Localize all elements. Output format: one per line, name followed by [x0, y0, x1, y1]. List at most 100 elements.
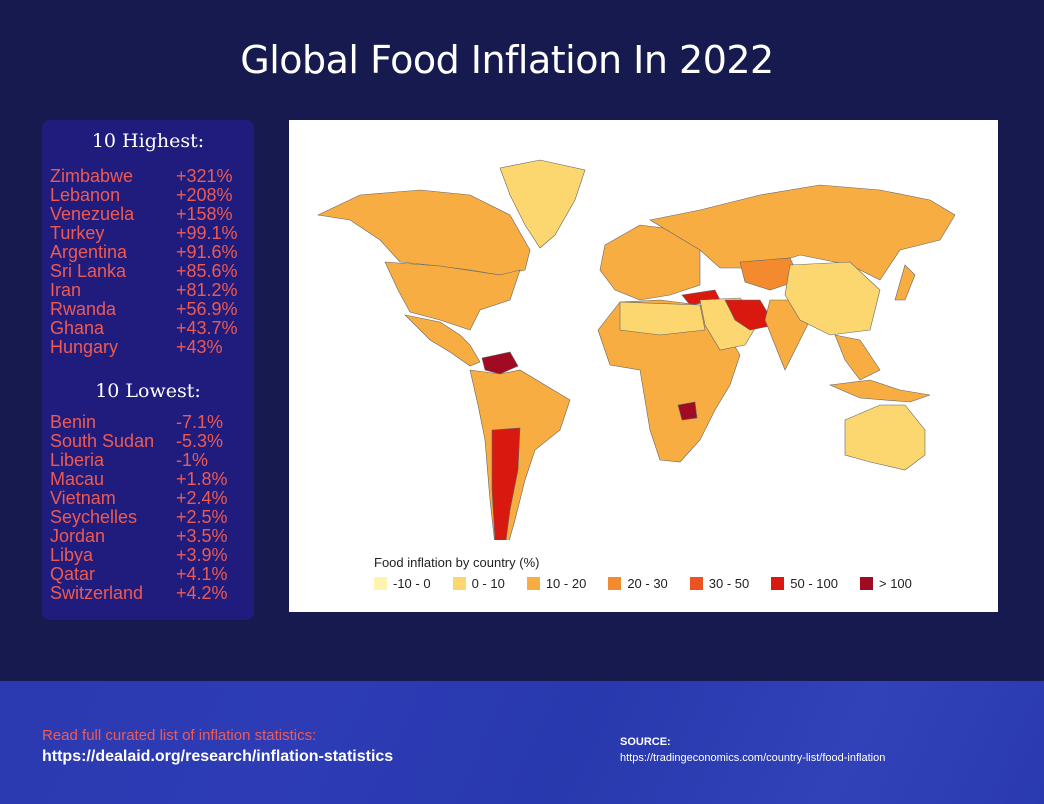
country-name: Macau	[50, 469, 105, 489]
world-map	[316, 159, 956, 540]
country-name: Vietnam	[50, 488, 116, 508]
inflation-value: +43.7%	[176, 318, 238, 338]
inflation-value: +85.6%	[176, 261, 238, 281]
legend-item: 20 - 30	[608, 576, 668, 591]
cta-link[interactable]: https://dealaid.org/research/inflation-s…	[42, 748, 394, 765]
legend-swatch	[374, 577, 387, 590]
country-name: Zimbabwe	[50, 166, 134, 186]
country-name: Qatar	[50, 564, 96, 584]
ranking-row: Sri Lanka +85.6%	[50, 262, 250, 281]
inflation-value: +208%	[176, 185, 233, 205]
world-map-chart: Food inflation by country (%) -10 - 0 0 -…	[289, 120, 998, 612]
country-name: Argentina	[50, 242, 128, 262]
inflation-value: +81.2%	[176, 280, 238, 300]
country-name: Ghana	[50, 318, 105, 338]
ranking-row: Ghana +43.7%	[50, 319, 250, 338]
source-link[interactable]: https://tradingeconomics.com/country-lis…	[620, 752, 886, 764]
country-region-usa	[384, 261, 521, 331]
ranking-row: Hungary +43%	[50, 338, 250, 357]
inflation-value: +43%	[176, 337, 223, 357]
legend-swatch	[771, 577, 785, 590]
legend-swatch	[452, 577, 466, 590]
ranking-row: Seychelles +2.5%	[50, 508, 250, 527]
country-region-zimbabwe	[677, 401, 698, 421]
country-name: Jordan	[50, 526, 106, 546]
legend-item: 30 - 50	[689, 576, 750, 591]
country-name: Benin	[50, 412, 97, 432]
inflation-value: +3.5%	[176, 526, 228, 546]
country-name: Libya	[50, 545, 94, 565]
legend-item: -10 - 0	[374, 576, 431, 591]
legend-swatch	[689, 577, 703, 590]
ranking-row: South Sudan -5.3%	[50, 432, 250, 451]
ranking-row: Switzerland +4.2%	[50, 584, 250, 603]
ranking-row: Jordan +3.5%	[50, 527, 250, 546]
country-region-canada	[316, 189, 531, 276]
legend-label: 10 - 20	[545, 576, 587, 591]
ranking-row: Venezuela +158%	[50, 205, 250, 224]
legend-item: 50 - 100	[771, 576, 838, 591]
country-region-china	[784, 261, 881, 336]
country-region-kazakhstan	[739, 257, 801, 291]
country-region-japan	[894, 264, 916, 301]
country-region-australia	[844, 404, 926, 471]
inflation-value: +99.1%	[176, 223, 238, 243]
ranking-row: Macau +1.8%	[50, 470, 250, 489]
country-region-venezuela	[481, 351, 519, 375]
country-region-se-asia	[834, 334, 881, 381]
lowest-heading: 10 Lowest:	[95, 380, 201, 402]
inflation-value: +2.5%	[176, 507, 228, 527]
country-name: Rwanda	[50, 299, 117, 319]
country-name: Venezuela	[50, 204, 135, 224]
ranking-row: Rwanda +56.9%	[50, 300, 250, 319]
legend-swatch	[526, 577, 540, 590]
legend-item: 0 - 10	[452, 576, 505, 591]
source-label: SOURCE:	[620, 736, 671, 748]
country-region-iran	[724, 299, 776, 331]
ranking-row: Benin -7.1%	[50, 413, 250, 432]
legend-label: 30 - 50	[708, 576, 750, 591]
legend-item: 10 - 20	[526, 576, 587, 591]
country-region-mexico	[404, 314, 481, 367]
inflation-value: +91.6%	[176, 242, 238, 262]
country-name: Iran	[50, 280, 82, 300]
country-name: South Sudan	[50, 431, 155, 451]
legend-label: 0 - 10	[471, 576, 505, 591]
ranking-row: Libya +3.9%	[50, 546, 250, 565]
highest-heading: 10 Highest:	[91, 130, 205, 152]
lowest-list: Benin -7.1% South Sudan -5.3% Liberia -1% Maca…	[50, 413, 250, 603]
ranking-row: Qatar +4.1%	[50, 565, 250, 584]
ranking-row: Lebanon +208%	[50, 186, 250, 205]
country-name: Lebanon	[50, 185, 121, 205]
inflation-value: +4.1%	[176, 564, 228, 584]
ranking-row: Liberia -1%	[50, 451, 250, 470]
legend: -10 - 0 0 - 10 10 - 20 20 - 30 30 - 50 50 - 1…	[374, 576, 934, 591]
legend-swatch	[608, 577, 622, 590]
legend-title: Food inflation by country (%)	[374, 555, 540, 570]
country-name: Turkey	[50, 223, 105, 243]
legend-label: > 100	[878, 576, 912, 591]
highest-list: Zimbabwe +321% Lebanon +208% Venezuela +158% T…	[50, 167, 250, 357]
cta-text: Read full curated list of inflation stat…	[42, 727, 317, 744]
legend-swatch	[859, 577, 873, 590]
footer: Read full curated list of inflation stat…	[0, 681, 1044, 804]
country-name: Switzerland	[50, 583, 144, 603]
inflation-value: +56.9%	[176, 299, 238, 319]
ranking-row: Iran +81.2%	[50, 281, 250, 300]
rankings-panel: 10 Highest: Zimbabwe +321% Lebanon +208% Ven…	[42, 120, 254, 620]
inflation-value: +4.2%	[176, 583, 228, 603]
inflation-value: -1%	[176, 450, 209, 470]
legend-item: > 100	[859, 576, 912, 591]
legend-label: 50 - 100	[790, 576, 838, 591]
inflation-value: +2.4%	[176, 488, 228, 508]
country-region-greenland	[499, 159, 586, 249]
country-name: Hungary	[50, 337, 119, 357]
inflation-value: -7.1%	[176, 412, 224, 432]
country-region-africa	[597, 299, 741, 463]
country-region-russia	[649, 184, 956, 281]
page-title: Global Food Inflation In 2022	[240, 38, 774, 82]
country-name: Sri Lanka	[50, 261, 127, 281]
inflation-value: +158%	[176, 204, 233, 224]
legend-label: -10 - 0	[393, 576, 431, 591]
inflation-value: -5.3%	[176, 431, 224, 451]
